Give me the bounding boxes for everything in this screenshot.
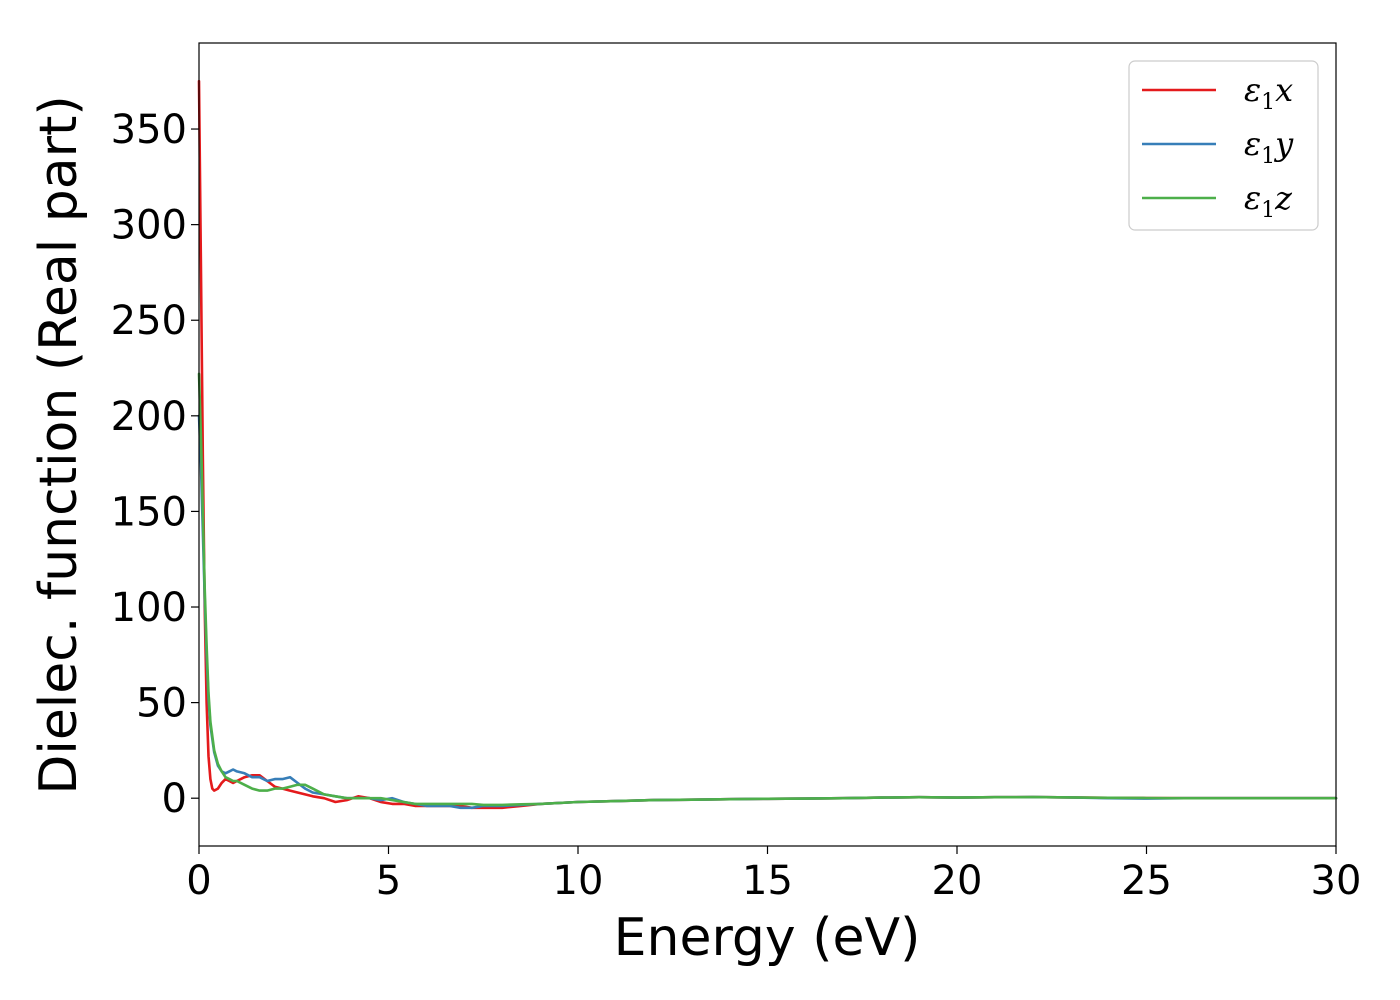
- legend-frame: [1128, 60, 1319, 231]
- plot-area-frame: [198, 42, 1337, 847]
- y-tick-label: 0: [162, 776, 187, 822]
- x-tick-label: 25: [1121, 858, 1172, 904]
- y-tick-label: 300: [111, 203, 187, 249]
- x-tick-label: 10: [553, 858, 604, 904]
- x-tick-label: 0: [186, 858, 211, 904]
- legend-label-y: ε1y: [1244, 125, 1294, 169]
- y-tick-label: 150: [111, 489, 187, 535]
- plot-lines: [197, 79, 1338, 810]
- legend-label-x: ε1x: [1244, 71, 1293, 115]
- y-tick-label: 100: [111, 585, 187, 631]
- x-tick-label: 30: [1311, 858, 1362, 904]
- y-axis-title: Dielec. function (Real part): [29, 95, 89, 794]
- series-line-z: [197, 372, 1338, 807]
- legend-label-z: ε1z: [1244, 179, 1293, 223]
- x-axis-ticks: 0 5 10 15 20 25 30: [186, 846, 1361, 904]
- legend: ε1x ε1y ε1z: [1128, 60, 1319, 231]
- x-tick-label: 15: [742, 858, 793, 904]
- x-axis-title: Energy (eV): [614, 908, 921, 968]
- series-line-y: [197, 414, 1338, 810]
- x-tick-label: 5: [376, 858, 401, 904]
- y-tick-label: 250: [111, 298, 187, 344]
- y-axis-ticks: 0 50 100 150 200 250 300 350: [111, 107, 199, 822]
- y-tick-label: 50: [136, 681, 187, 727]
- x-tick-label: 20: [932, 858, 983, 904]
- y-tick-label: 200: [111, 394, 187, 440]
- y-tick-label: 350: [111, 107, 187, 153]
